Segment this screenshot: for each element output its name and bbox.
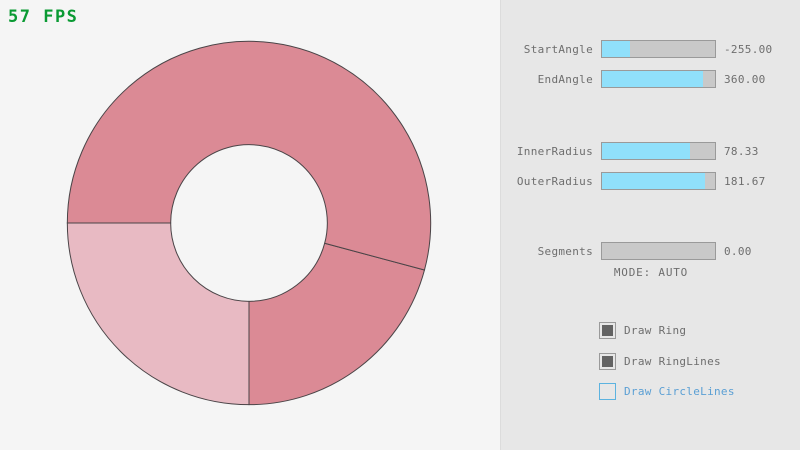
control-panel: StartAngle -255.00 EndAngle 360.00 InnerRadi… [500, 0, 800, 450]
checkbox-row-draw-ring[interactable]: Draw Ring [599, 320, 686, 340]
slider-row-end-angle: EndAngle 360.00 [501, 70, 800, 88]
checkbox-row-draw-ringlines[interactable]: Draw RingLines [599, 351, 721, 371]
slider-row-segments: Segments 0.00 [501, 242, 800, 260]
checkbox-label-draw-circlelines: Draw CircleLines [624, 384, 735, 398]
slider-label-start-angle: StartAngle [523, 42, 593, 56]
slider-start-angle[interactable] [601, 40, 716, 58]
slider-outer-radius[interactable] [601, 172, 716, 190]
checkbox-mark-icon [602, 386, 613, 397]
slider-value-inner-radius: 78.33 [724, 144, 759, 158]
checkbox-label-draw-ring: Draw Ring [624, 323, 687, 337]
slider-end-angle[interactable] [601, 70, 716, 88]
checkbox-draw-circlelines[interactable] [599, 382, 616, 400]
checkbox-draw-ring[interactable] [599, 321, 616, 339]
slider-label-segments: Segments [537, 244, 593, 258]
slider-fill-start-angle [602, 41, 631, 57]
slider-row-outer-radius: OuterRadius 181.67 [501, 172, 800, 190]
slider-fill-end-angle [602, 71, 703, 87]
slider-fill-inner-radius [602, 143, 691, 159]
checkbox-draw-ringlines[interactable] [599, 352, 616, 370]
slider-label-inner-radius: InnerRadius [516, 144, 593, 158]
slider-value-end-angle: 360.00 [724, 72, 766, 86]
slider-row-inner-radius: InnerRadius 78.33 [501, 142, 800, 160]
slider-value-start-angle: -255.00 [724, 42, 773, 56]
checkbox-label-draw-ringlines: Draw RingLines [624, 354, 721, 368]
segment-3 [66, 40, 432, 271]
slider-label-outer-radius: OuterRadius [516, 174, 593, 188]
slider-inner-radius[interactable] [601, 142, 716, 160]
mode-label: MODE: AUTO [613, 266, 689, 279]
render-canvas[interactable]: 57 FPS [0, 0, 500, 450]
slider-value-outer-radius: 181.67 [724, 174, 766, 188]
checkbox-row-draw-circlelines[interactable]: Draw CircleLines [599, 381, 735, 401]
segment-1 [248, 242, 426, 406]
donut-ring-graphic [66, 40, 432, 406]
slider-fill-outer-radius [602, 173, 705, 189]
slider-row-start-angle: StartAngle -255.00 [501, 40, 800, 58]
slider-segments[interactable] [601, 242, 716, 260]
checkbox-mark-icon [602, 355, 613, 367]
segment-2 [66, 222, 250, 406]
slider-value-segments: 0.00 [724, 244, 752, 258]
slider-label-end-angle: EndAngle [537, 72, 593, 86]
fps-counter: 57 FPS [8, 7, 79, 27]
checkbox-mark-icon [602, 324, 613, 336]
